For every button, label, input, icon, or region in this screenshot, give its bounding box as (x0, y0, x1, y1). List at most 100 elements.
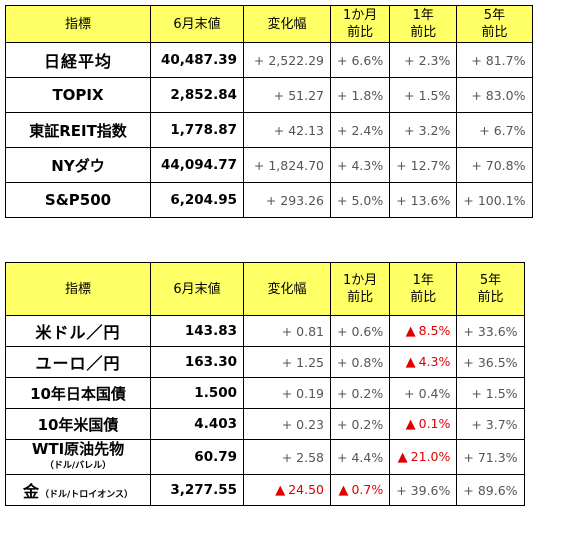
down-triangle-icon: ▲ (405, 417, 416, 432)
header-1year-change: 1年 前比 (389, 262, 458, 316)
row-5year: + 71.3% (456, 439, 525, 475)
header-1month-change: 1か月 前比 (329, 262, 391, 316)
down-triangle-icon: ▲ (405, 355, 416, 370)
row-name: 10年日本国債 (5, 377, 151, 409)
header-june-end-value: 6月末値 (150, 5, 244, 43)
row-5year: + 100.1% (456, 182, 533, 218)
row-name: 東証REIT指数 (5, 112, 151, 148)
header-5year-change: 5年 前比 (456, 262, 525, 316)
table-header-row: 指標 6月末値 変化幅 1か月 前比 1年 前比 5年 前比 (5, 5, 533, 43)
row-name: 10年米国債 (5, 408, 151, 440)
table-row: 米ドル／円 143.83 + 0.81 + 0.6% ▲ 8.5% + 33.6% (5, 315, 525, 347)
table-row: 10年米国債 4.403 + 0.23 + 0.2% ▲ 0.1% + 3.7% (5, 408, 525, 440)
table-row: 東証REIT指数 1,778.87 + 42.13 + 2.4% + 3.2% … (5, 112, 533, 148)
down-triangle-icon: ▲ (397, 450, 408, 465)
row-1year: + 13.6% (389, 182, 458, 218)
row-change: + 2.58 (243, 439, 331, 475)
down-triangle-icon: ▲ (405, 324, 416, 339)
row-name: ユーロ／円 (5, 346, 151, 378)
row-1year: ▲ 0.1% (389, 408, 458, 440)
row-value: 40,487.39 (150, 42, 244, 78)
row-change: ▲ 24.50 (243, 474, 331, 506)
table-row: S&P500 6,204.95 + 293.26 + 5.0% + 13.6% … (5, 182, 533, 218)
row-1month: + 0.6% (329, 315, 391, 347)
row-1month: + 4.3% (329, 147, 391, 183)
row-change: + 1.25 (243, 346, 331, 378)
row-1year: ▲ 4.3% (389, 346, 458, 378)
row-value: 4.403 (150, 408, 244, 440)
row-5year: + 36.5% (456, 346, 525, 378)
row-1month: + 2.4% (329, 112, 391, 148)
row-value: 1,778.87 (150, 112, 244, 148)
row-name-unit: （ドル/バレル） (44, 461, 112, 471)
row-name: 米ドル／円 (5, 315, 151, 347)
row-1month: + 0.2% (329, 377, 391, 409)
row-1year: + 39.6% (389, 474, 458, 506)
row-value: 60.79 (150, 439, 244, 475)
row-5year: + 70.8% (456, 147, 533, 183)
header-5year-change: 5年 前比 (456, 5, 533, 43)
header-1year-change: 1年 前比 (389, 5, 458, 43)
row-name: 金（ドル/トロイオンス） (5, 474, 151, 506)
row-1year: + 2.3% (389, 42, 458, 78)
row-change: + 293.26 (243, 182, 331, 218)
row-value: 2,852.84 (150, 77, 244, 113)
down-triangle-icon: ▲ (338, 483, 349, 498)
row-value: 143.83 (150, 315, 244, 347)
row-change: + 2,522.29 (243, 42, 331, 78)
row-5year: + 3.7% (456, 408, 525, 440)
table-row: 10年日本国債 1.500 + 0.19 + 0.2% + 0.4% + 1.5… (5, 377, 525, 409)
row-name: TOPIX (5, 77, 151, 113)
row-1year: + 3.2% (389, 112, 458, 148)
row-5year: + 33.6% (456, 315, 525, 347)
header-change: 変化幅 (243, 262, 331, 316)
row-name: NYダウ (5, 147, 151, 183)
row-1month: + 0.8% (329, 346, 391, 378)
row-1year: ▲ 8.5% (389, 315, 458, 347)
row-1month: + 6.6% (329, 42, 391, 78)
table-row: TOPIX 2,852.84 + 51.27 + 1.8% + 1.5% + 8… (5, 77, 533, 113)
header-indicator: 指標 (5, 262, 151, 316)
table-row: 金（ドル/トロイオンス） 3,277.55 ▲ 24.50 ▲ 0.7% + 39.… (5, 474, 525, 506)
table-row: ユーロ／円 163.30 + 1.25 + 0.8% ▲ 4.3% + 36.5% (5, 346, 525, 378)
header-indicator: 指標 (5, 5, 151, 43)
row-1month-value: 0.7% (351, 482, 384, 497)
row-1year: + 12.7% (389, 147, 458, 183)
header-change: 変化幅 (243, 5, 331, 43)
row-1year-value: 21.0% (410, 449, 451, 464)
row-1month: + 1.8% (329, 77, 391, 113)
header-june-end-value: 6月末値 (150, 262, 244, 316)
row-value: 6,204.95 (150, 182, 244, 218)
row-name: WTI原油先物 （ドル/バレル） (5, 439, 151, 475)
row-change: + 0.19 (243, 377, 331, 409)
row-1year: + 1.5% (389, 77, 458, 113)
row-1month: ▲ 0.7% (329, 474, 391, 506)
row-change: + 42.13 (243, 112, 331, 148)
row-name-label: 金 (22, 482, 40, 501)
table-row: WTI原油先物 （ドル/バレル） 60.79 + 2.58 + 4.4% ▲ 21.… (5, 439, 525, 475)
row-1month: + 0.2% (329, 408, 391, 440)
row-1year: + 0.4% (389, 377, 458, 409)
row-5year: + 1.5% (456, 377, 525, 409)
row-value: 163.30 (150, 346, 244, 378)
row-1year-value: 8.5% (418, 323, 451, 338)
row-change: + 51.27 (243, 77, 331, 113)
table-row: 日経平均 40,487.39 + 2,522.29 + 6.6% + 2.3% … (5, 42, 533, 78)
equity-index-table: 指標 6月末値 変化幅 1か月 前比 1年 前比 5年 前比 日経平均 40,4… (5, 5, 533, 218)
row-5year: + 89.6% (456, 474, 525, 506)
table-row: NYダウ 44,094.77 + 1,824.70 + 4.3% + 12.7%… (5, 147, 533, 183)
row-name: S&P500 (5, 182, 151, 218)
header-1month-change: 1か月 前比 (329, 5, 391, 43)
fx-bond-commodity-table: 指標 6月末値 変化幅 1か月 前比 1年 前比 5年 前比 米ドル／円 143… (5, 262, 525, 506)
row-1month: + 5.0% (329, 182, 391, 218)
row-change: + 1,824.70 (243, 147, 331, 183)
down-triangle-icon: ▲ (275, 483, 286, 498)
row-name-unit: （ドル/トロイオンス） (39, 490, 134, 500)
row-1year-value: 0.1% (418, 416, 451, 431)
row-change: + 0.23 (243, 408, 331, 440)
row-name-label: WTI原油先物 (31, 440, 125, 458)
row-value: 3,277.55 (150, 474, 244, 506)
row-5year: + 6.7% (456, 112, 533, 148)
table-header-row: 指標 6月末値 変化幅 1か月 前比 1年 前比 5年 前比 (5, 262, 525, 316)
row-change-value: 24.50 (288, 482, 324, 497)
